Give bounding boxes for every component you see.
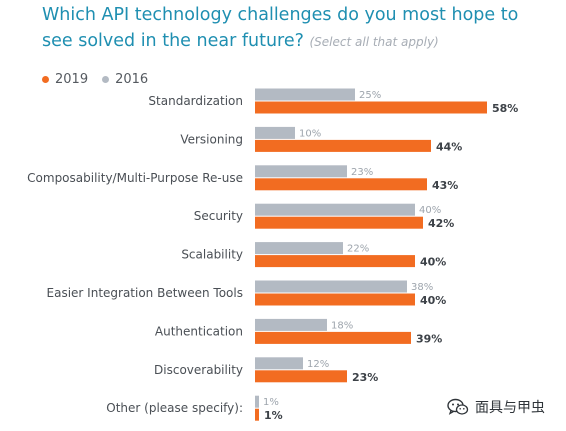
bar-2019-easier-integration-between-tools xyxy=(255,293,415,306)
category-label-discoverability: Discoverability xyxy=(154,363,243,377)
value-label-2019-easier-integration-between-tools: 40% xyxy=(420,294,446,307)
bar-2019-versioning xyxy=(255,139,431,152)
category-label-composability-multi-purpose-re-use: Composability/Multi-Purpose Re-use xyxy=(27,171,243,185)
value-label-2019-discoverability: 23% xyxy=(352,371,378,384)
category-label-standardization: Standardization xyxy=(148,94,243,108)
value-label-2019-other-please-specify: 1% xyxy=(264,409,283,422)
value-label-2016-scalability: 22% xyxy=(347,244,369,255)
value-label-2019-scalability: 40% xyxy=(420,256,446,269)
legend-item-2019: 2019 xyxy=(42,72,88,87)
value-label-2016-standardization: 25% xyxy=(359,90,381,101)
chart-title: Which API technology challenges do you m… xyxy=(42,2,542,55)
category-label-versioning: Versioning xyxy=(180,132,243,146)
watermark: 面具与甲虫 xyxy=(447,395,545,419)
bar-2019-other-please-specify xyxy=(255,408,259,421)
bar-2019-discoverability xyxy=(255,370,347,383)
category-label-other-please-specify: Other (please specify): xyxy=(106,401,243,415)
bar-2016-authentication xyxy=(255,318,327,331)
value-label-2019-composability-multi-purpose-re-use: 43% xyxy=(432,179,458,192)
bar-2016-composability-multi-purpose-re-use xyxy=(255,165,347,178)
bar-2016-other-please-specify xyxy=(255,395,259,408)
bar-2019-security xyxy=(255,216,423,229)
chart-legend: 2019 2016 xyxy=(42,70,162,88)
category-label-easier-integration-between-tools: Easier Integration Between Tools xyxy=(47,286,243,300)
bar-2019-standardization xyxy=(255,101,487,114)
value-label-2016-versioning: 10% xyxy=(299,128,321,139)
legend-label-2019: 2019 xyxy=(55,71,89,87)
value-label-2016-composability-multi-purpose-re-use: 23% xyxy=(351,167,373,178)
value-label-2019-versioning: 44% xyxy=(436,140,462,153)
bar-2016-easier-integration-between-tools xyxy=(255,280,407,293)
category-label-scalability: Scalability xyxy=(181,248,243,262)
chart-subtitle: (Select all that apply) xyxy=(309,35,439,49)
value-label-2016-easier-integration-between-tools: 38% xyxy=(411,282,433,293)
bar-2019-composability-multi-purpose-re-use xyxy=(255,178,427,191)
wechat-icon xyxy=(447,398,469,415)
category-label-security: Security xyxy=(194,209,243,223)
legend-label-2016: 2016 xyxy=(115,71,149,87)
value-label-2016-authentication: 18% xyxy=(331,320,353,331)
chart-title-text: Which API technology challenges do you m… xyxy=(42,5,519,51)
legend-swatch-2016 xyxy=(102,75,110,83)
value-label-2016-discoverability: 12% xyxy=(307,359,329,370)
bar-2019-scalability xyxy=(255,255,415,268)
category-label-authentication: Authentication xyxy=(155,324,243,338)
value-label-2019-authentication: 39% xyxy=(416,332,442,345)
legend-item-2016: 2016 xyxy=(102,72,148,87)
watermark-text: 面具与甲虫 xyxy=(475,400,545,416)
bar-2016-versioning xyxy=(255,126,295,139)
bar-2019-authentication xyxy=(255,331,411,344)
bar-2016-standardization xyxy=(255,88,355,101)
bar-2016-discoverability xyxy=(255,357,303,370)
value-label-2019-standardization: 58% xyxy=(492,102,518,115)
bar-2016-scalability xyxy=(255,242,343,255)
value-label-2016-other-please-specify: 1% xyxy=(263,397,279,408)
legend-swatch-2019 xyxy=(42,75,49,83)
value-label-2019-security: 42% xyxy=(428,217,454,230)
value-label-2016-security: 40% xyxy=(419,205,441,216)
bar-2016-security xyxy=(255,203,415,216)
